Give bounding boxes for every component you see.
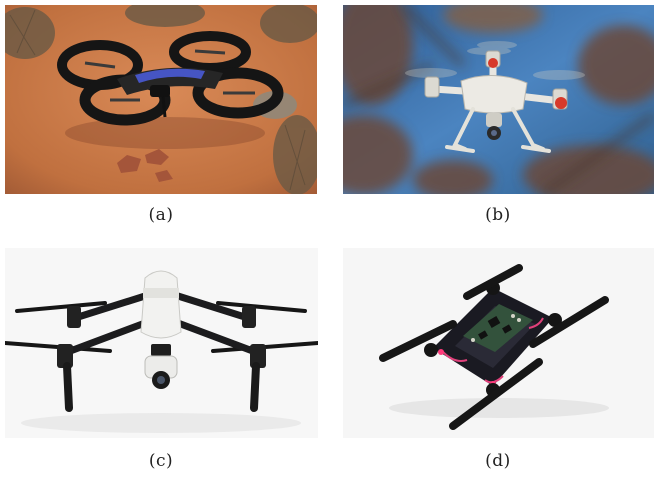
photo-b-white-drone-sky [343,5,654,194]
photo-d-frame-drone-pcb [343,248,654,438]
caption-a: (a) [148,205,174,225]
caption-b: (b) [485,205,511,225]
caption-d: (d) [485,451,511,471]
caption-c: (c) [148,451,174,471]
photo-a-ring-drone-desert [5,5,317,194]
photo-c-inspire-drone-white-bg [5,248,318,438]
